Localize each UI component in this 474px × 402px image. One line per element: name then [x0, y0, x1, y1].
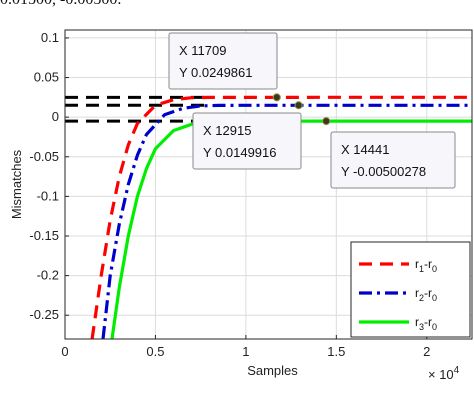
y-tick-label: -0.25 [29, 307, 59, 322]
datatip-x-text: X 11709 [179, 43, 226, 58]
y-tick-label: -0.2 [37, 268, 59, 283]
datatip-marker [272, 93, 281, 102]
x-tick-label: 2 [423, 344, 430, 359]
datatip-box [168, 32, 278, 90]
y-tick-label: -0.05 [29, 149, 59, 164]
legend: r1-r0 r2-r0 r3-r0 [350, 241, 471, 338]
legend-label-2: r2-r0 [415, 286, 437, 303]
tick-labels: 0 0.5 1 1.5 2 0.1 0.05 0 -0.05 -0.1 -0.15 -0.2 -0.25 [29, 30, 430, 359]
datatip-y-text: Y 0.0149916 [203, 145, 277, 160]
axes-box [64, 29, 473, 340]
datatip-y-text: Y 0.0249861 [179, 65, 253, 80]
y-tick-label: 0 [52, 109, 59, 124]
axis-labels: Samples Mismatches × 104 [9, 149, 460, 382]
datatip-x-text: X 12915 [203, 123, 251, 138]
x-tick-label: 0.5 [146, 344, 164, 359]
series-line-2 [101, 103, 472, 339]
datatip-y-text: Y -0.00500278 [341, 164, 426, 179]
legend-label-3: r3-r0 [415, 315, 437, 332]
x-tick-label: 1.5 [327, 344, 345, 359]
datatip-marker [294, 101, 303, 110]
datatips: X 11709 Y 0.0249861 X 12915 Y 0.0149916 X 14… [168, 32, 456, 189]
x-tick-label: 0 [61, 344, 68, 359]
x-tick-label: 1 [242, 344, 249, 359]
y-tick-label: 0.05 [34, 70, 59, 85]
x-axis-label: Samples [247, 363, 298, 378]
x-axis-multiplier: × 104 [428, 365, 460, 382]
y-tick-label: -0.1 [37, 188, 59, 203]
legend-label-1: r1-r0 [415, 257, 437, 274]
datatip-box [192, 112, 302, 170]
datatip-box [330, 131, 456, 189]
datatip-x-text: X 14441 [341, 142, 389, 157]
caption-text: 0.01500, -0.00500. [0, 0, 121, 9]
y-axis-label: Mismatches [9, 149, 24, 219]
datatip-marker [322, 117, 331, 126]
y-tick-label: -0.15 [29, 228, 59, 243]
y-tick-label: 0.1 [41, 30, 59, 45]
series-line-1 [90, 95, 472, 339]
